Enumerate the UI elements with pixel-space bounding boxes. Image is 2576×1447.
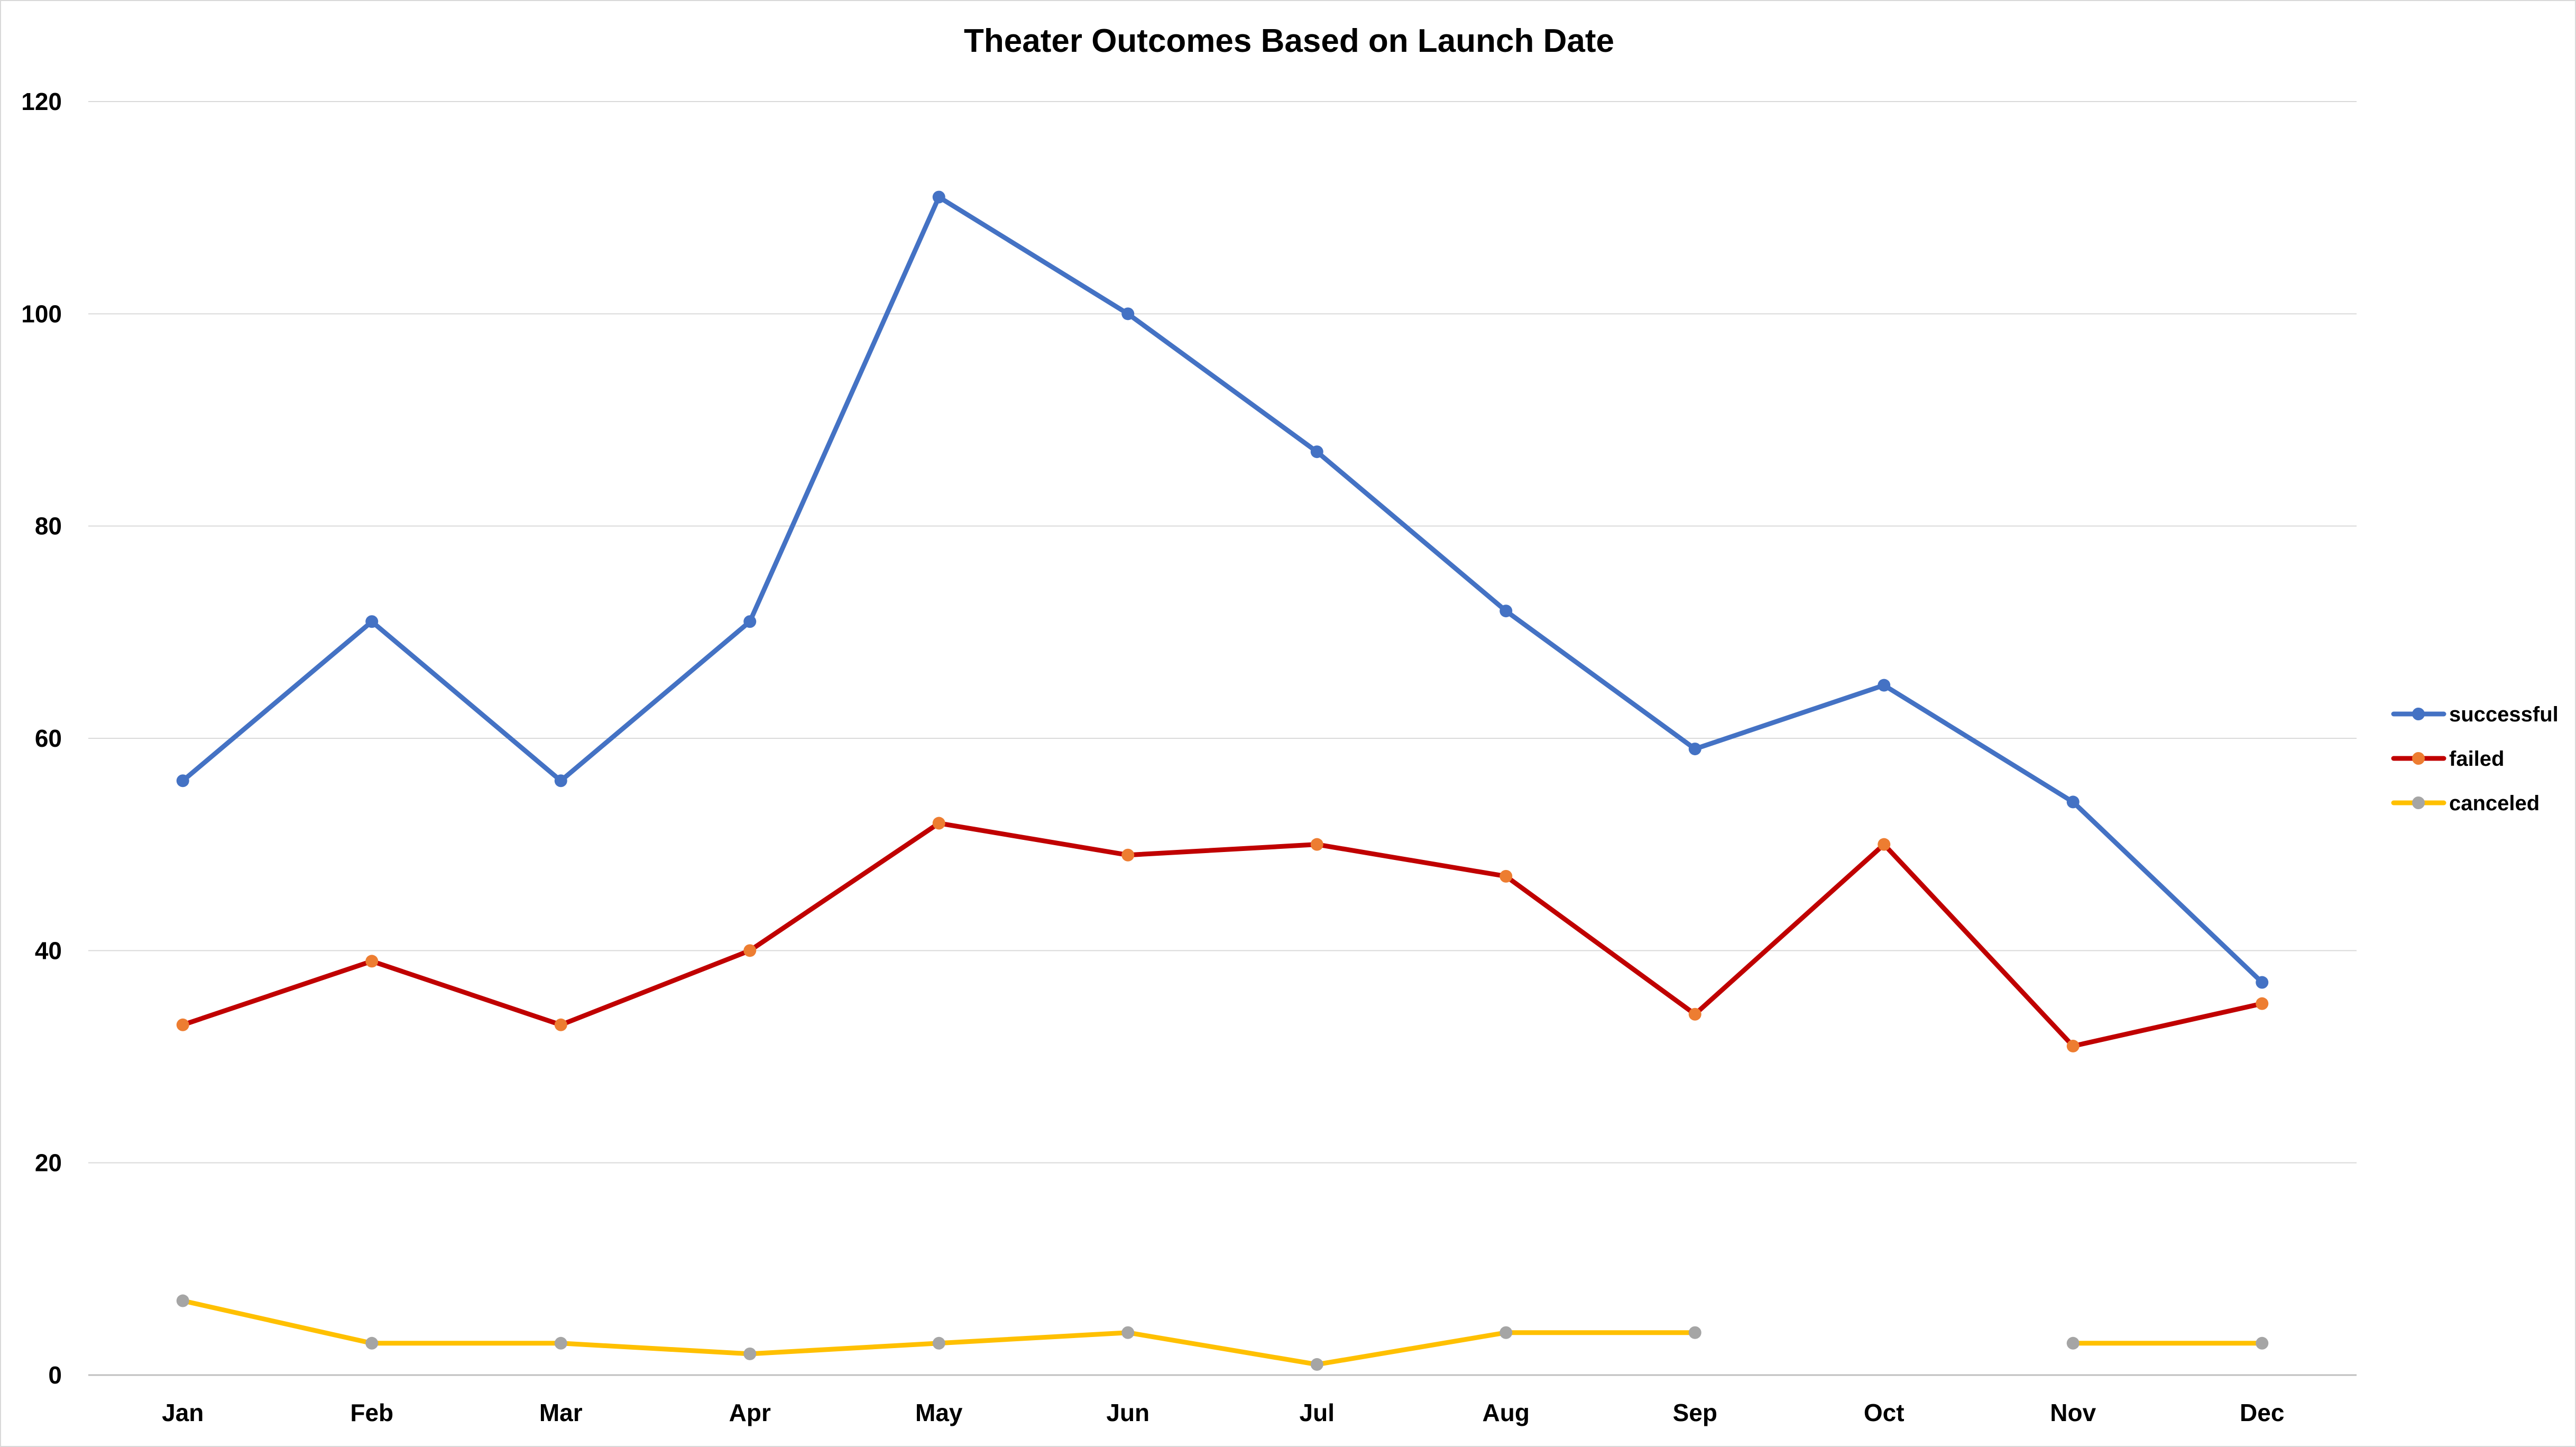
data-point-successful (1499, 605, 1513, 618)
data-point-canceled (1688, 1326, 1701, 1339)
legend-marker-canceled (2412, 796, 2425, 809)
data-point-canceled (1499, 1326, 1513, 1339)
x-tick-label: Jun (1106, 1399, 1149, 1426)
data-point-canceled (554, 1336, 567, 1350)
x-tick-label: Nov (2050, 1399, 2096, 1426)
x-tick-label: Feb (350, 1399, 393, 1426)
data-point-successful (2066, 795, 2080, 809)
legend-marker-successful (2412, 708, 2425, 720)
x-tick-label: May (915, 1399, 963, 1426)
legend-label-successful: successful (2449, 703, 2559, 726)
x-tick-label: Apr (729, 1399, 771, 1426)
data-point-failed (554, 1018, 567, 1031)
data-point-canceled (176, 1294, 189, 1307)
data-point-canceled (743, 1347, 757, 1360)
y-tick-label: 100 (21, 300, 62, 327)
data-point-failed (932, 817, 945, 830)
data-point-successful (554, 774, 567, 787)
x-tick-label: Sep (1673, 1399, 1717, 1426)
series-line-successful (180, 195, 2265, 985)
axes: 0 20 40 60 80 100 120 Jan Feb Mar Apr May Jun Jul Aug S… (21, 88, 2357, 1426)
data-point-canceled (1121, 1326, 1135, 1339)
data-point-failed (2066, 1039, 2080, 1052)
data-point-canceled (1310, 1358, 1323, 1371)
data-point-failed (743, 944, 757, 957)
data-point-failed (365, 955, 379, 968)
data-point-successful (1310, 445, 1323, 459)
data-point-canceled (2256, 1336, 2269, 1350)
data-point-successful (1121, 307, 1135, 320)
data-point-successful (365, 615, 379, 628)
y-tick-label: 80 (35, 512, 62, 540)
legend-marker-failed (2412, 752, 2425, 765)
gridlines (88, 101, 2357, 1164)
legend-label-canceled: canceled (2449, 792, 2540, 815)
data-point-successful (1688, 743, 1701, 756)
data-point-canceled (2066, 1336, 2080, 1350)
series-successful (176, 190, 2269, 989)
y-tick-label: 0 (48, 1361, 62, 1389)
y-tick-label: 120 (21, 88, 62, 115)
data-point-failed (176, 1018, 189, 1031)
series-line-canceled (180, 1298, 1698, 1367)
series-lines (176, 190, 2269, 1371)
series-canceled (176, 1294, 2269, 1371)
x-tick-label: Dec (2240, 1399, 2284, 1426)
data-point-failed (1499, 869, 1513, 883)
x-tick-label: Mar (539, 1399, 583, 1426)
data-point-canceled (932, 1336, 945, 1350)
y-tick-label: 20 (35, 1149, 62, 1177)
legend-item-successful: successful (2391, 703, 2559, 726)
x-tick-label: Jul (1300, 1399, 1335, 1426)
legend-label-failed: failed (2449, 747, 2504, 771)
data-point-successful (743, 615, 757, 628)
legend-item-canceled: canceled (2391, 792, 2540, 815)
data-point-successful (2256, 976, 2269, 989)
y-tick-label: 40 (35, 937, 62, 964)
data-point-successful (932, 190, 945, 204)
data-point-canceled (365, 1336, 379, 1350)
data-point-successful (176, 774, 189, 787)
x-tick-label: Jan (162, 1399, 204, 1426)
series-failed (176, 817, 2269, 1052)
data-point-failed (1121, 848, 1135, 862)
data-point-failed (2256, 997, 2269, 1010)
data-point-successful (1878, 679, 1891, 692)
legend-item-failed: failed (2391, 747, 2504, 771)
series-line-failed (180, 821, 2265, 1049)
y-tick-label: 60 (35, 725, 62, 752)
data-point-failed (1878, 838, 1891, 851)
x-tick-label: Aug (1483, 1399, 1530, 1426)
legend: successful failed canceled (2391, 703, 2559, 815)
data-point-failed (1310, 838, 1323, 851)
chart-title: Theater Outcomes Based on Launch Date (964, 23, 1614, 59)
data-point-failed (1688, 1008, 1701, 1021)
x-tick-label: Oct (1864, 1399, 1905, 1426)
